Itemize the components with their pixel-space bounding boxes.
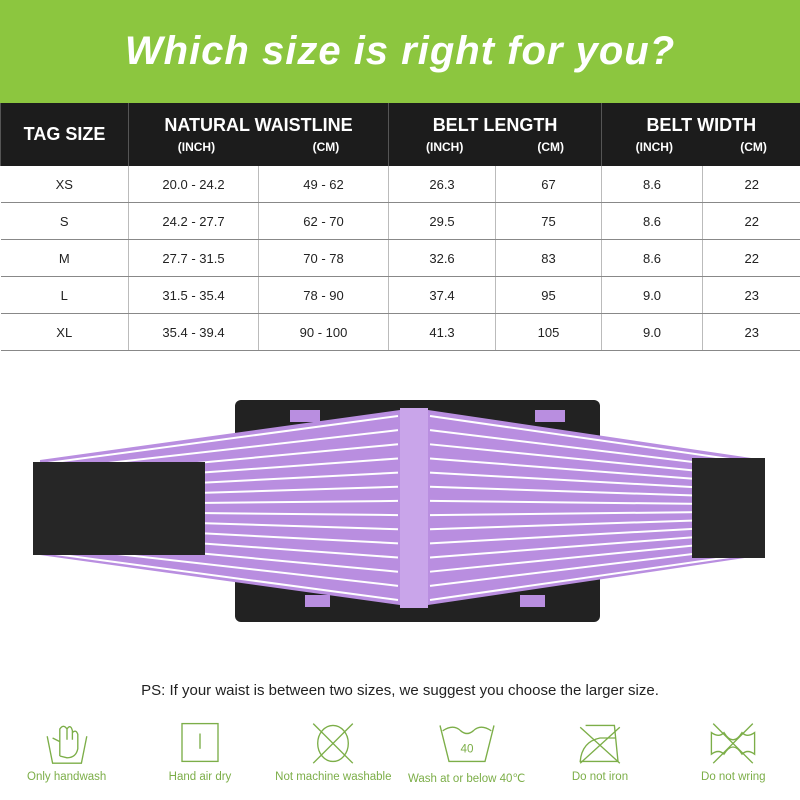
handwash-icon <box>46 725 88 764</box>
table-cell: 49 - 62 <box>257 166 389 203</box>
table-cell: 95 <box>495 276 602 314</box>
table-cell: 105 <box>495 313 602 351</box>
table-cell: 70 - 78 <box>257 239 389 277</box>
belt-stripe <box>39 551 399 601</box>
title-banner: Which size is right for you? <box>0 0 800 103</box>
table-cell: 22 <box>702 202 800 240</box>
belt-stripe <box>429 551 766 601</box>
table-cell: XL <box>0 313 129 351</box>
table-cell: 27.7 - 31.5 <box>128 239 259 277</box>
table-cell: 8.6 <box>601 202 703 240</box>
table-cell: 24.2 - 27.7 <box>128 202 259 240</box>
size-note: PS: If your waist is between two sizes, … <box>141 682 659 699</box>
care-item: Hand air dry <box>133 720 266 785</box>
belt-stripe <box>39 415 399 465</box>
no-iron-icon <box>579 724 621 764</box>
table-cell: 35.4 - 39.4 <box>128 313 259 351</box>
care-item: Only handwash <box>0 720 133 785</box>
table-cell: 67 <box>495 166 602 203</box>
no-wring-icon <box>711 723 756 764</box>
table-cell: 23 <box>702 313 800 351</box>
table-cell: 22 <box>702 239 800 277</box>
care-instructions: Only handwash Hand air dry Not machine w… <box>0 720 800 785</box>
header-tag-size: TAG SIZE <box>0 103 129 166</box>
header-belt-length: BELT LENGTH (INCH) (CM) <box>388 103 602 166</box>
air-dry-icon <box>181 722 219 763</box>
no-machine-wash-icon <box>313 723 354 764</box>
belt-stripe <box>429 415 766 465</box>
belt-image <box>33 400 766 622</box>
care-item: 40 Wash at or below 40℃ <box>400 720 533 785</box>
size-table: TAG SIZE NATURAL WAISTLINE (INCH) (CM) BEL… <box>0 103 800 351</box>
header-waistline: NATURAL WAISTLINE (INCH) (CM) <box>127 103 389 166</box>
table-row: S 24.2 - 27.7 62 - 70 29.5 75 8.6 22 <box>0 202 800 240</box>
table-cell: 62 - 70 <box>257 202 389 240</box>
table-cell: 9.0 <box>601 276 703 314</box>
table-row: XL 35.4 - 39.4 90 - 100 41.3 105 9.0 23 <box>0 313 800 351</box>
care-item: Do not iron <box>533 720 666 785</box>
table-cell: 31.5 - 35.4 <box>128 276 259 314</box>
table-cell: 37.4 <box>388 276 496 314</box>
table-row: L 31.5 - 35.4 78 - 90 37.4 95 9.0 23 <box>0 276 800 314</box>
care-item: Not machine washable <box>267 720 400 785</box>
table-row: XS 20.0 - 24.2 49 - 62 26.3 67 8.6 22 <box>0 166 800 203</box>
table-cell: 20.0 - 24.2 <box>128 166 259 203</box>
table-cell: L <box>0 276 129 314</box>
header-belt-width: BELT WIDTH (INCH) (CM) <box>601 103 800 166</box>
svg-text:40: 40 <box>460 742 474 755</box>
table-cell: 41.3 <box>388 313 496 351</box>
table-cell: 75 <box>495 202 602 240</box>
table-cell: 78 - 90 <box>257 276 389 314</box>
table-cell: XS <box>0 166 129 203</box>
table-cell: 8.6 <box>601 166 703 203</box>
wash-40-icon: 40 <box>438 725 495 763</box>
table-cell: 8.6 <box>601 239 703 277</box>
table-row: M 27.7 - 31.5 70 - 78 32.6 83 8.6 22 <box>0 239 800 277</box>
table-cell: 32.6 <box>388 239 496 277</box>
table-cell: M <box>0 239 129 277</box>
table-cell: 90 - 100 <box>257 313 389 351</box>
care-item: Do not wring <box>667 720 800 785</box>
table-cell: 23 <box>702 276 800 314</box>
table-cell: 26.3 <box>388 166 496 203</box>
table-cell: 22 <box>702 166 800 203</box>
table-cell: 83 <box>495 239 602 277</box>
table-cell: S <box>0 202 129 240</box>
page-title: Which size is right for you? <box>124 29 676 73</box>
table-cell: 29.5 <box>388 202 496 240</box>
table-cell: 9.0 <box>601 313 703 351</box>
